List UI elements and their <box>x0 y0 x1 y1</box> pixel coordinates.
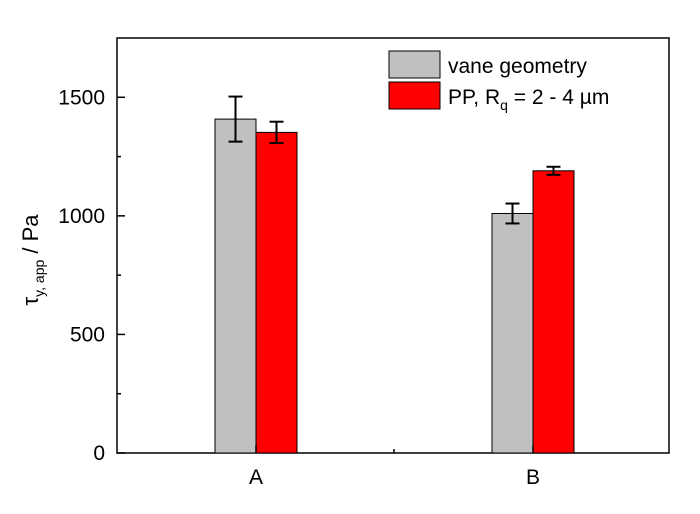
y-axis-title-unit: / Pa <box>18 214 43 260</box>
bar-a-series-1 <box>214 118 257 454</box>
error-bar-b-series-1 <box>505 202 520 225</box>
axis-ticks: 0 500 1000 1500 A B <box>58 86 540 489</box>
bar-b-series-1 <box>491 212 534 454</box>
y-tick-label-500: 500 <box>70 323 105 346</box>
x-tick-label-b: B <box>526 466 540 489</box>
legend-swatch-pp <box>388 81 441 110</box>
y-axis-title-sub: y, app <box>31 260 47 297</box>
legend: vane geometry PP, Rq = 2 - 4 µm <box>388 50 609 113</box>
bars-group <box>214 95 575 454</box>
legend-label-pp-prefix: PP, R <box>448 86 500 109</box>
bar-b-series-2 <box>532 170 575 454</box>
plot-border <box>116 37 670 454</box>
y-tick-label-1500: 1500 <box>58 86 105 109</box>
legend-label-pp: PP, Rq = 2 - 4 µm <box>448 86 609 113</box>
legend-label-pp-sub: q <box>500 97 508 113</box>
legend-label-pp-suffix: = 2 - 4 µm <box>508 86 609 109</box>
error-bar-b-series-2 <box>546 165 561 176</box>
x-tick-label-a: A <box>249 466 263 489</box>
y-tick-label-1000: 1000 <box>58 205 105 228</box>
legend-label-vane-geometry: vane geometry <box>448 55 587 78</box>
plot-frame <box>116 37 670 454</box>
error-bar-a-series-1 <box>228 95 243 143</box>
bar-a-series-2 <box>255 131 298 454</box>
y-tick-label-0: 0 <box>93 442 105 465</box>
legend-swatch-vane-geometry <box>388 50 441 79</box>
y-axis-title: τy, app / Pa <box>18 214 47 306</box>
y-axis-title-main: τ <box>18 297 43 306</box>
error-bar-a-series-2 <box>269 120 284 145</box>
